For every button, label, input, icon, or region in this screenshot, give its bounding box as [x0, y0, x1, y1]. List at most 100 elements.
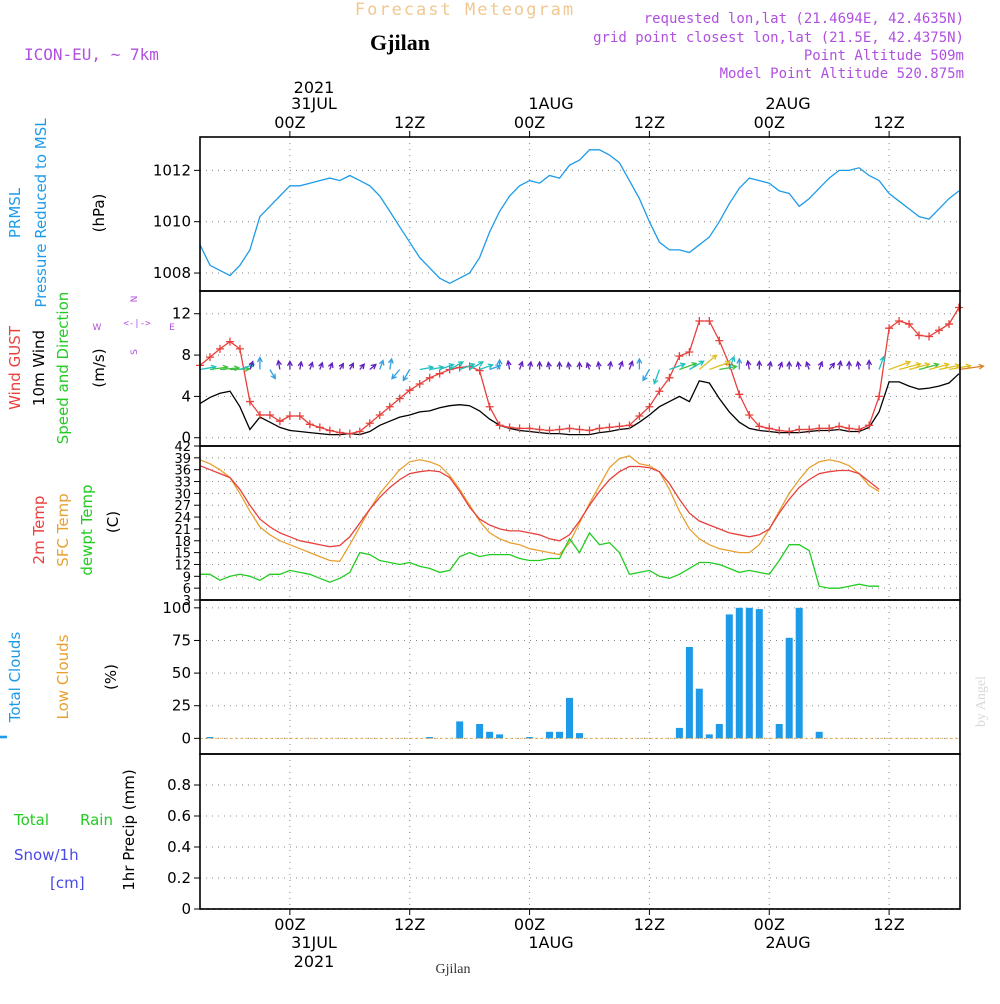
gust-marker — [225, 337, 234, 346]
panel-5-ytick-label: 0 — [181, 900, 191, 918]
wind-arrow — [888, 360, 912, 371]
wind-arrow — [628, 360, 634, 370]
gust-marker — [375, 411, 384, 419]
panel-4-ytick-label: 25 — [172, 697, 191, 715]
wind-arrow — [689, 360, 705, 371]
panel-1-ytick-label: 1008 — [153, 264, 191, 282]
cloud-bar — [526, 737, 534, 739]
cloud-bar — [456, 721, 464, 739]
gust-marker — [275, 417, 284, 426]
panel-3-ytick-label: 21 — [174, 523, 191, 538]
sfc-temp-line — [199, 455, 880, 562]
wind-arrow — [248, 360, 255, 370]
wind-arrow — [348, 362, 355, 370]
panel-4-ytick-label: 0 — [181, 729, 191, 747]
gust-marker — [865, 421, 874, 430]
wind-arrow — [566, 361, 572, 370]
gust-marker — [455, 363, 464, 372]
panel-5-ytick-label: 0.2 — [167, 869, 191, 887]
panel-3-ytick-label: 42 — [174, 440, 191, 455]
top-year-label: 2021 — [294, 78, 335, 97]
p2-label-gust: Wind GUST — [6, 325, 24, 410]
gust-marker — [415, 380, 424, 388]
bottom-date-2aug: 2AUG — [765, 933, 810, 952]
gust-marker — [955, 303, 964, 312]
bottom-time-label: 12Z — [634, 915, 665, 934]
wind-arrow — [391, 369, 401, 380]
gust-marker — [435, 369, 444, 378]
top-time-ticks: 00Z 12Z 00Z 12Z 00Z 12Z — [274, 113, 905, 137]
panel-4-ytick-label: 75 — [172, 631, 191, 649]
p5-label-rain: Rain — [80, 811, 113, 829]
cloud-bar — [815, 731, 823, 739]
wind-arrow — [898, 361, 922, 371]
wind-arrow — [556, 360, 563, 370]
wind-arrow — [338, 362, 344, 370]
point-altitude: Point Altitude 509m — [804, 48, 964, 64]
gust-marker — [255, 411, 264, 419]
p4-label-unit: (%) — [102, 664, 120, 690]
bottom-year-label: 2021 — [294, 952, 335, 971]
p3-label-sfc: SFC Temp — [54, 493, 72, 566]
wind-arrow — [636, 357, 643, 370]
panel-5-border — [199, 753, 961, 910]
wind-arrow — [642, 369, 650, 382]
cloud-bar — [546, 731, 553, 739]
bottom-time-label: 12Z — [873, 915, 904, 934]
gust-marker — [305, 420, 314, 429]
gust-marker — [265, 411, 274, 419]
gust-marker — [525, 424, 534, 433]
footer-location: Gjilan — [436, 962, 471, 977]
gust-marker — [695, 316, 704, 325]
wind-arrow — [402, 369, 411, 382]
wind-arrow — [805, 360, 811, 370]
panel-4-ytick-label: 50 — [172, 664, 191, 682]
cloud-bar — [426, 737, 434, 739]
panel-5-ytick-label: 0.4 — [167, 838, 191, 856]
panels: 1008101010120481236912151821242730333639… — [0, 137, 985, 918]
panel-3-ytick-label: 30 — [174, 487, 191, 502]
cloud-bar — [775, 724, 783, 739]
gust-marker — [445, 365, 454, 374]
gust-marker — [915, 331, 924, 340]
p3-label-2m: 2m Temp — [30, 496, 48, 565]
wind-arrow — [378, 359, 385, 370]
wind-arrow — [766, 360, 773, 370]
wind-arrow — [958, 363, 985, 371]
p4-label-total: Total Clouds — [6, 632, 24, 724]
panel-2-ytick-label: 12 — [172, 305, 191, 323]
gust-marker — [875, 392, 884, 401]
chart-title: Forecast Meteogram — [355, 0, 575, 20]
wind-arrow — [505, 359, 512, 370]
gust-marker — [475, 366, 484, 375]
wind-arrow — [607, 360, 614, 370]
gust-marker — [485, 402, 494, 411]
wind-arrow — [489, 364, 502, 371]
cloud-bar — [0, 735, 7, 739]
wind-arrow — [327, 361, 334, 370]
wind-speed-line — [199, 373, 960, 436]
gust-marker — [365, 419, 374, 428]
top-date-2aug: 2AUG — [765, 94, 810, 113]
gust-marker — [765, 424, 774, 433]
panel-3-ytick-label: 24 — [174, 511, 191, 526]
wind-arrow — [256, 356, 263, 370]
wind-arrow — [709, 360, 732, 371]
bottom-date-31jul: 31JUL — [291, 933, 337, 952]
wind-arrow — [828, 362, 836, 370]
gust-marker — [835, 422, 844, 431]
bottom-date-1aug: 1AUG — [528, 933, 573, 952]
gust-marker — [825, 424, 834, 433]
gust-marker — [935, 326, 944, 335]
wind-arrow — [698, 354, 718, 370]
panel-5: 0 0.2 0.4 0.6 0.8 — [167, 754, 960, 918]
wind-arrow — [595, 360, 602, 370]
cloud-bar — [486, 731, 494, 739]
location-title: Gjilan — [370, 30, 430, 55]
cloud-bar — [566, 697, 573, 739]
gust-marker — [315, 423, 324, 432]
bottom-time-label: 00Z — [754, 915, 785, 934]
